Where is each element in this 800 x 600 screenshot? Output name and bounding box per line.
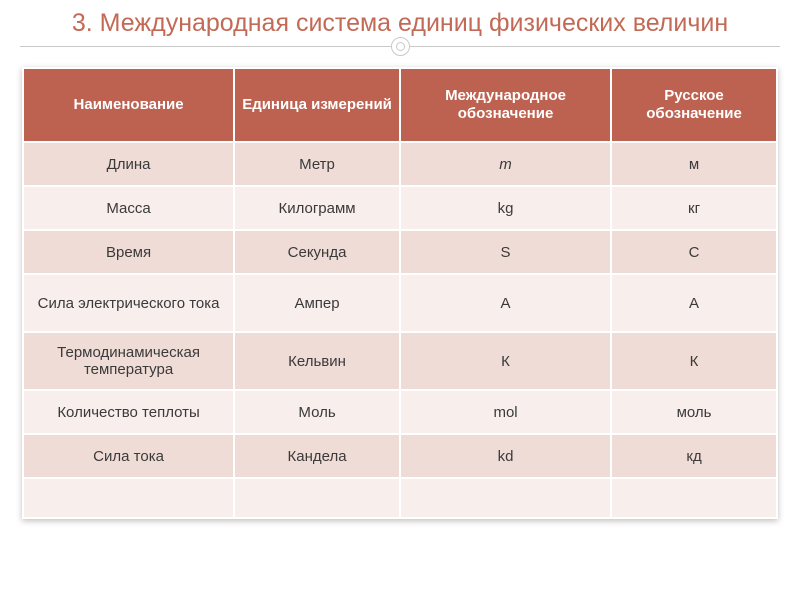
cell-ru: кг — [611, 186, 777, 230]
cell-ru: А — [611, 274, 777, 332]
col-header-intl: Международное обозначение — [400, 68, 611, 142]
title-divider — [20, 37, 780, 55]
col-header-ru: Русское обозначение — [611, 68, 777, 142]
cell-unit: Метр — [234, 142, 400, 186]
cell-name: Сила тока — [23, 434, 234, 478]
cell-empty — [400, 478, 611, 518]
cell-name: Время — [23, 230, 234, 274]
cell-ru: м — [611, 142, 777, 186]
cell-unit: Секунда — [234, 230, 400, 274]
units-table: Наименование Единица измерений Междунаро… — [22, 67, 778, 519]
cell-intl: mol — [400, 390, 611, 434]
cell-name: Сила электрического тока — [23, 274, 234, 332]
divider-circle-outer — [391, 37, 410, 56]
cell-ru: кд — [611, 434, 777, 478]
cell-empty — [23, 478, 234, 518]
divider-circle-inner — [396, 42, 405, 51]
cell-name: Термодинамическая температура — [23, 332, 234, 390]
cell-unit: Моль — [234, 390, 400, 434]
cell-intl: m — [400, 142, 611, 186]
cell-unit: Кельвин — [234, 332, 400, 390]
cell-intl: S — [400, 230, 611, 274]
table-row: Термодинамическая температура Кельвин К … — [23, 332, 777, 390]
cell-intl: kg — [400, 186, 611, 230]
table-row: Время Секунда S С — [23, 230, 777, 274]
table-row: Масса Килограмм kg кг — [23, 186, 777, 230]
cell-empty — [234, 478, 400, 518]
cell-unit: Кандела — [234, 434, 400, 478]
cell-intl-text: m — [499, 156, 512, 173]
table-row: Длина Метр m м — [23, 142, 777, 186]
cell-unit: Ампер — [234, 274, 400, 332]
cell-ru: С — [611, 230, 777, 274]
cell-name: Масса — [23, 186, 234, 230]
col-header-unit: Единица измерений — [234, 68, 400, 142]
cell-intl: К — [400, 332, 611, 390]
table-row: Количество теплоты Моль mol моль — [23, 390, 777, 434]
table-row: Сила тока Кандела kd кд — [23, 434, 777, 478]
cell-intl: А — [400, 274, 611, 332]
units-table-wrap: Наименование Единица измерений Междунаро… — [22, 67, 778, 519]
table-header-row: Наименование Единица измерений Междунаро… — [23, 68, 777, 142]
table-row: Сила электрического тока Ампер А А — [23, 274, 777, 332]
table-row-empty — [23, 478, 777, 518]
cell-empty — [611, 478, 777, 518]
cell-unit: Килограмм — [234, 186, 400, 230]
cell-name: Длина — [23, 142, 234, 186]
cell-ru: моль — [611, 390, 777, 434]
slide-title: 3. Международная система единиц физическ… — [20, 8, 780, 39]
cell-name: Количество теплоты — [23, 390, 234, 434]
slide-title-area: 3. Международная система единиц физическ… — [0, 0, 800, 61]
cell-intl: kd — [400, 434, 611, 478]
col-header-name: Наименование — [23, 68, 234, 142]
cell-ru: К — [611, 332, 777, 390]
